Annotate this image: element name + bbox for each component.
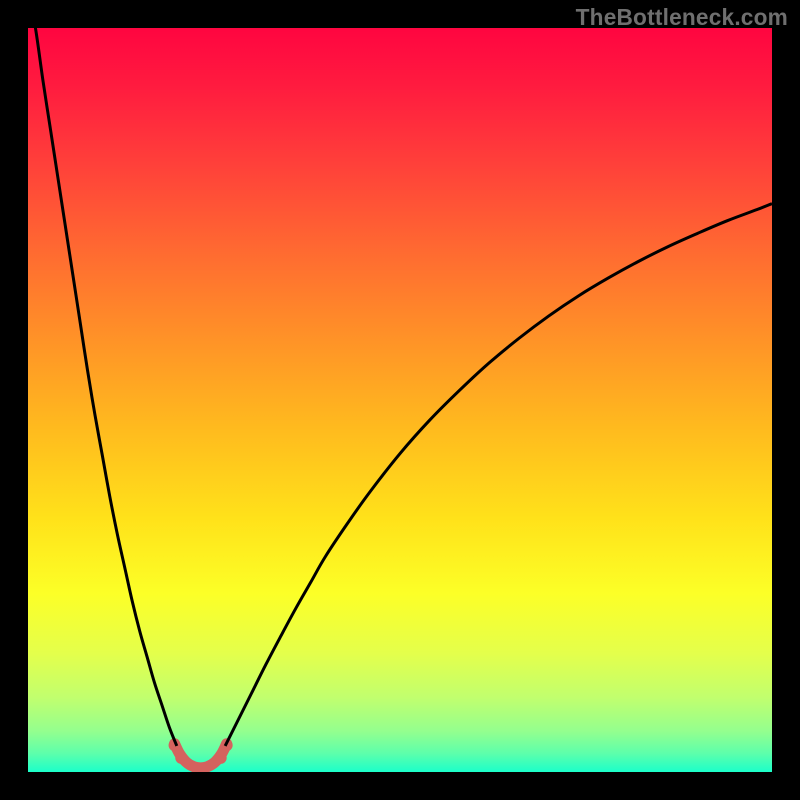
stage: TheBottleneck.com: [0, 0, 800, 800]
watermark-text: TheBottleneck.com: [576, 4, 788, 31]
chart-background-gradient: [28, 28, 772, 772]
plot-frame: [28, 28, 772, 772]
